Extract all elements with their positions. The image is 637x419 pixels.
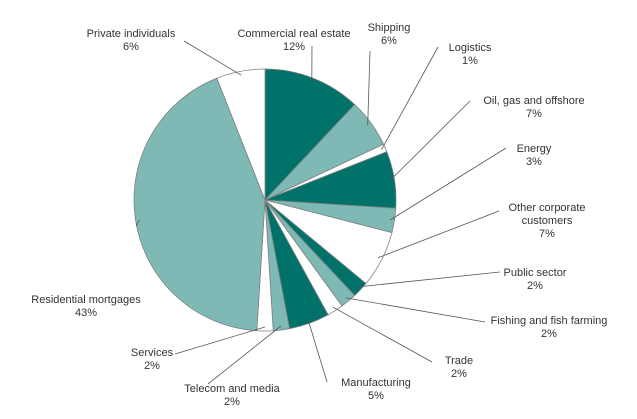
slice-name: Manufacturing xyxy=(341,377,411,389)
slice-name: Trade xyxy=(445,355,473,367)
slice-value: 6% xyxy=(123,41,139,53)
slice-value: 1% xyxy=(462,55,478,67)
leader-line-telecom-and-media xyxy=(208,326,281,384)
slice-name: Fishing and fish farming xyxy=(491,315,608,327)
leader-line-manufacturing xyxy=(308,320,327,383)
slice-name: Services xyxy=(131,347,174,359)
slice-value: 2% xyxy=(541,328,557,340)
leader-line-other-corporate-customers xyxy=(378,211,499,258)
slices-layer xyxy=(134,69,396,331)
leader-line-shipping xyxy=(368,51,370,125)
slice-name: Oil, gas and offshore xyxy=(483,95,584,107)
slice-name: Energy xyxy=(517,143,552,155)
slice-value: 3% xyxy=(526,156,542,168)
slice-name: Public sector xyxy=(504,267,567,279)
slice-value: 7% xyxy=(539,228,555,240)
slice-value: 6% xyxy=(381,35,397,47)
leader-line-oil-gas-and-offshore xyxy=(390,101,470,180)
slice-name: Commercial real estate xyxy=(237,28,350,40)
leader-line-logistics xyxy=(382,47,438,150)
slice-value: 12% xyxy=(283,41,305,53)
slice-name: Private individuals xyxy=(87,28,176,40)
slice-name: Shipping xyxy=(368,22,411,34)
slice-value: 2% xyxy=(451,368,467,380)
slice-name: Other corporate xyxy=(508,202,585,214)
slice-value: 7% xyxy=(526,108,542,120)
leader-line-fishing-and-fish-farming xyxy=(346,298,485,322)
slice-value: 2% xyxy=(224,396,240,408)
slice-name: Logistics xyxy=(449,42,492,54)
leader-line-energy xyxy=(390,148,506,220)
slice-name: Telecom and media xyxy=(184,383,280,395)
leader-line-public-sector xyxy=(358,272,500,287)
slice-value: 2% xyxy=(144,360,160,372)
slice-value: 2% xyxy=(527,280,543,292)
leader-line-private-individuals xyxy=(184,41,241,75)
slice-value: 43% xyxy=(75,307,97,319)
slice-value: 5% xyxy=(368,390,384,402)
slice-name: customers xyxy=(522,215,573,227)
leader-line-services xyxy=(175,327,265,354)
leader-line-trade xyxy=(333,307,432,362)
slice-name: Residential mortgages xyxy=(31,294,141,306)
